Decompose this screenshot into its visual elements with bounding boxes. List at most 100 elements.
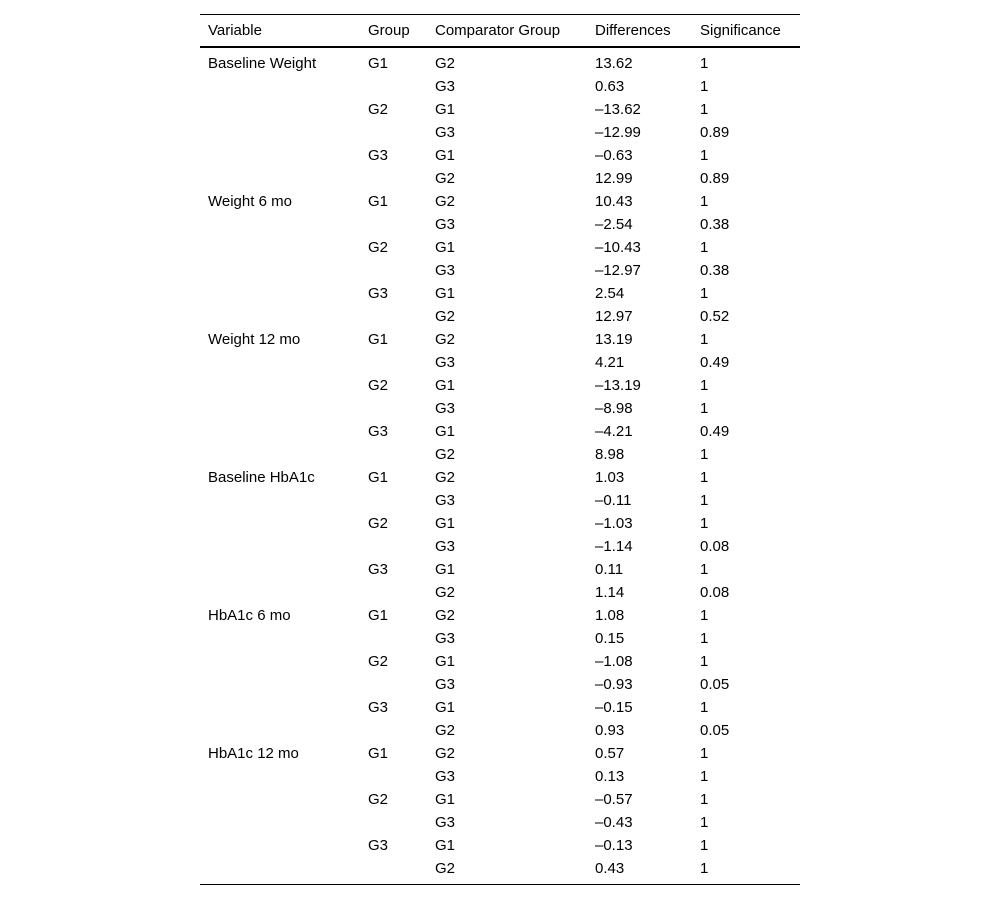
cell-group: [368, 627, 435, 650]
cell-comparator-group: G3: [435, 630, 456, 647]
cell-variable: [200, 236, 368, 259]
cell-significance: 1: [700, 561, 709, 578]
cell-significance: 0.89: [700, 170, 730, 187]
cell-significance: 0.38: [700, 262, 730, 279]
cell-differences: –0.13: [595, 837, 633, 854]
cell-variable: [200, 627, 368, 650]
table-row: G3 G1 –0.15 1: [200, 696, 800, 719]
cell-comparator-group: G1: [435, 515, 456, 532]
cell-comparator-group: G3: [435, 400, 456, 417]
cell-group: [368, 811, 435, 834]
table-row: Weight 12 mo G1 G2 13.19 1: [200, 328, 800, 351]
cell-variable: HbA1c 6 mo: [208, 607, 291, 624]
cell-differences: –1.08: [595, 653, 633, 670]
column-header-significance: Significance: [700, 22, 781, 39]
table-row: G3 0.63 1: [200, 75, 800, 98]
table-header: Variable Group Comparator Group Differen…: [200, 14, 800, 47]
cell-differences: –0.63: [595, 147, 633, 164]
cell-variable: [200, 834, 368, 857]
cell-comparator-group: G3: [435, 354, 456, 371]
cell-significance: 1: [700, 814, 709, 831]
cell-comparator-group: G3: [435, 676, 456, 693]
cell-differences: –0.11: [595, 492, 632, 509]
cell-significance: 1: [700, 653, 709, 670]
table-row: G3 G1 –0.63 1: [200, 144, 800, 167]
cell-variable: [200, 650, 368, 673]
cell-variable: [200, 397, 368, 420]
cell-group: G3: [368, 837, 389, 854]
table-row: G3 –2.54 0.38: [200, 213, 800, 236]
cell-comparator-group: G1: [435, 101, 456, 118]
cell-variable: [200, 696, 368, 719]
cell-significance: 1: [700, 400, 709, 417]
cell-group: [368, 765, 435, 788]
cell-comparator-group: G2: [435, 469, 456, 486]
cell-significance: 1: [700, 492, 709, 509]
cell-significance: 1: [700, 331, 709, 348]
cell-differences: –2.54: [595, 216, 633, 233]
cell-differences: –12.99: [595, 124, 641, 141]
table-row: G2 G1 –10.43 1: [200, 236, 800, 259]
cell-variable: [200, 374, 368, 397]
cell-differences: 1.14: [595, 584, 625, 601]
pairwise-comparison-table: Variable Group Comparator Group Differen…: [200, 14, 800, 885]
cell-differences: –1.03: [595, 515, 633, 532]
table-row: G2 G1 –1.03 1: [200, 512, 800, 535]
cell-differences: 0.11: [595, 561, 624, 578]
cell-significance: 0.49: [700, 423, 730, 440]
cell-comparator-group: G2: [435, 860, 456, 877]
cell-comparator-group: G2: [435, 584, 456, 601]
cell-variable: Baseline HbA1c: [208, 469, 315, 486]
statistics-table-container: Variable Group Comparator Group Differen…: [200, 14, 800, 885]
cell-group: [368, 719, 435, 742]
table-row: Weight 6 mo G1 G2 10.43 1: [200, 190, 800, 213]
cell-variable: [200, 282, 368, 305]
cell-differences: –0.43: [595, 814, 633, 831]
cell-differences: 4.21: [595, 354, 625, 371]
table-body: Baseline Weight G1 G2 13.62 1 G3 0.63 1 G2 G1 –13.…: [200, 47, 800, 885]
table-row: G2 8.98 1: [200, 443, 800, 466]
cell-variable: [200, 259, 368, 282]
cell-variable: Baseline Weight: [208, 55, 317, 72]
cell-differences: –13.62: [595, 101, 641, 118]
cell-differences: 8.98: [595, 446, 625, 463]
cell-comparator-group: G3: [435, 124, 456, 141]
cell-group: G3: [368, 423, 389, 440]
table-row: Baseline Weight G1 G2 13.62 1: [200, 47, 800, 75]
table-row: G3 G1 2.54 1: [200, 282, 800, 305]
table-row: G2 G1 –1.08 1: [200, 650, 800, 673]
cell-significance: 1: [700, 860, 709, 877]
cell-significance: 1: [700, 147, 709, 164]
cell-differences: 13.62: [595, 55, 633, 72]
cell-group: [368, 581, 435, 604]
cell-differences: 1.03: [595, 469, 625, 486]
cell-significance: 0.08: [700, 538, 730, 555]
cell-differences: –1.14: [595, 538, 633, 555]
table-row: G3 0.13 1: [200, 765, 800, 788]
table-row: G2 12.99 0.89: [200, 167, 800, 190]
cell-differences: 0.63: [595, 78, 625, 95]
cell-variable: [200, 673, 368, 696]
column-header-differences: Differences: [595, 22, 671, 39]
cell-variable: [200, 420, 368, 443]
cell-group: [368, 75, 435, 98]
cell-group: G3: [368, 147, 389, 164]
cell-comparator-group: G1: [435, 791, 456, 808]
cell-significance: 0.52: [700, 308, 730, 325]
cell-comparator-group: G1: [435, 561, 456, 578]
cell-group: G1: [368, 193, 389, 210]
cell-comparator-group: G3: [435, 768, 456, 785]
column-header-group: Group: [368, 22, 410, 39]
table-row: G3 G1 0.11 1: [200, 558, 800, 581]
cell-comparator-group: G3: [435, 78, 456, 95]
cell-significance: 0.89: [700, 124, 730, 141]
cell-significance: 1: [700, 768, 709, 785]
cell-differences: –8.98: [595, 400, 633, 417]
cell-comparator-group: G1: [435, 147, 456, 164]
cell-comparator-group: G2: [435, 308, 456, 325]
table-row: G3 –0.43 1: [200, 811, 800, 834]
cell-variable: [200, 788, 368, 811]
cell-comparator-group: G2: [435, 55, 456, 72]
cell-comparator-group: G2: [435, 722, 456, 739]
cell-significance: 0.38: [700, 216, 730, 233]
